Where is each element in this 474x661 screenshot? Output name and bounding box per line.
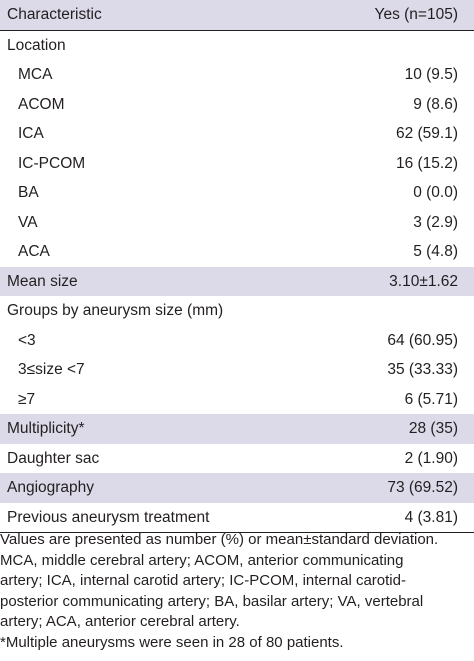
footnote-line: artery; ACA, anterior cerebral artery. xyxy=(0,613,240,631)
row-label: VA xyxy=(18,213,38,231)
row-label: Daughter sac xyxy=(7,449,100,467)
header-characteristic: Characteristic xyxy=(7,6,102,23)
footnote-line: posterior communicating artery; BA, basi… xyxy=(0,592,424,610)
bottom-rule xyxy=(0,532,474,533)
footnote-line: MCA, middle cerebral artery; ACOM, anter… xyxy=(0,551,404,569)
row-value: 3 (2.9) xyxy=(413,213,458,231)
table-row: MCA 10 (9.5) xyxy=(0,60,474,90)
row-value: 0 (0.0) xyxy=(413,184,458,201)
table-row: ≥7 6 (5.71) xyxy=(0,385,474,415)
table-row: <3 64 (60.95) xyxy=(0,326,474,356)
footnote-line: artery; ICA, internal carotid artery; IC… xyxy=(0,572,406,590)
table-row: Previous aneurysm treatment 4 (3.81) xyxy=(0,503,474,533)
row-value: 62 (59.1) xyxy=(395,125,458,142)
row-label: ≥7 xyxy=(18,390,36,408)
row-label: IC-PCOM xyxy=(18,154,86,172)
row-value: 6 (5.71) xyxy=(404,390,458,408)
table-row: Angiography 73 (69.52) xyxy=(0,473,474,503)
row-label: ACOM xyxy=(18,95,65,113)
footnote-line: *Multiple aneurysms were seen in 28 of 8… xyxy=(0,633,344,651)
row-label: BA xyxy=(18,184,39,201)
table-row: Location xyxy=(0,31,474,61)
row-label: 3≤size <7 xyxy=(18,361,85,378)
row-value: 3.10±1.62 xyxy=(389,272,458,290)
table-row: BA 0 (0.0) xyxy=(0,178,474,208)
row-value: 35 (33.33) xyxy=(387,361,458,378)
table-row: IC-PCOM 16 (15.2) xyxy=(0,149,474,179)
row-value: 28 (35) xyxy=(408,420,458,437)
row-value: 10 (9.5) xyxy=(404,66,458,83)
characteristics-table: Characteristic Yes (n=105) Location MCA 10… xyxy=(0,0,474,533)
row-value: 2 (1.90) xyxy=(404,449,458,467)
row-value: 9 (8.6) xyxy=(413,95,458,113)
table-row: Multiplicity* 28 (35) xyxy=(0,414,474,444)
row-value: 73 (69.52) xyxy=(387,479,458,496)
row-value: 5 (4.8) xyxy=(413,243,458,260)
table-row: ICA 62 (59.1) xyxy=(0,119,474,149)
row-label: Angiography xyxy=(7,479,95,496)
row-label: Multiplicity* xyxy=(7,420,85,437)
table-row: Groups by aneurysm size (mm) xyxy=(0,296,474,326)
table-row: Daughter sac 2 (1.90) xyxy=(0,444,474,474)
row-label: Mean size xyxy=(7,272,78,290)
footnote-line: Values are presented as number (%) or me… xyxy=(0,531,439,548)
header-rule xyxy=(0,29,474,31)
table-body: Location MCA 10 (9.5) ACOM 9 (8.6) ICA 62 (59.… xyxy=(0,31,474,533)
row-value: 4 (3.81) xyxy=(404,508,458,526)
header-value: Yes (n=105) xyxy=(374,6,458,23)
table-row: VA 3 (2.9) xyxy=(0,208,474,238)
row-value: 16 (15.2) xyxy=(395,154,458,172)
row-label: Location xyxy=(7,36,66,54)
row-value: 64 (60.95) xyxy=(387,331,458,349)
table-row: ACA 5 (4.8) xyxy=(0,237,474,267)
row-label: Groups by aneurysm size (mm) xyxy=(7,302,224,319)
row-label: Previous aneurysm treatment xyxy=(7,508,210,526)
table-row: Mean size 3.10±1.62 xyxy=(0,266,474,296)
table-header-row: Characteristic Yes (n=105) xyxy=(0,0,474,30)
table-row: 3≤size <7 35 (33.33) xyxy=(0,355,474,385)
row-label: ACA xyxy=(18,243,50,260)
row-label: MCA xyxy=(18,66,53,83)
table-row: ACOM 9 (8.6) xyxy=(0,90,474,120)
row-label: ICA xyxy=(18,125,44,142)
table-footnotes: Values are presented as number (%) or me… xyxy=(0,530,474,654)
row-label: <3 xyxy=(18,331,36,349)
